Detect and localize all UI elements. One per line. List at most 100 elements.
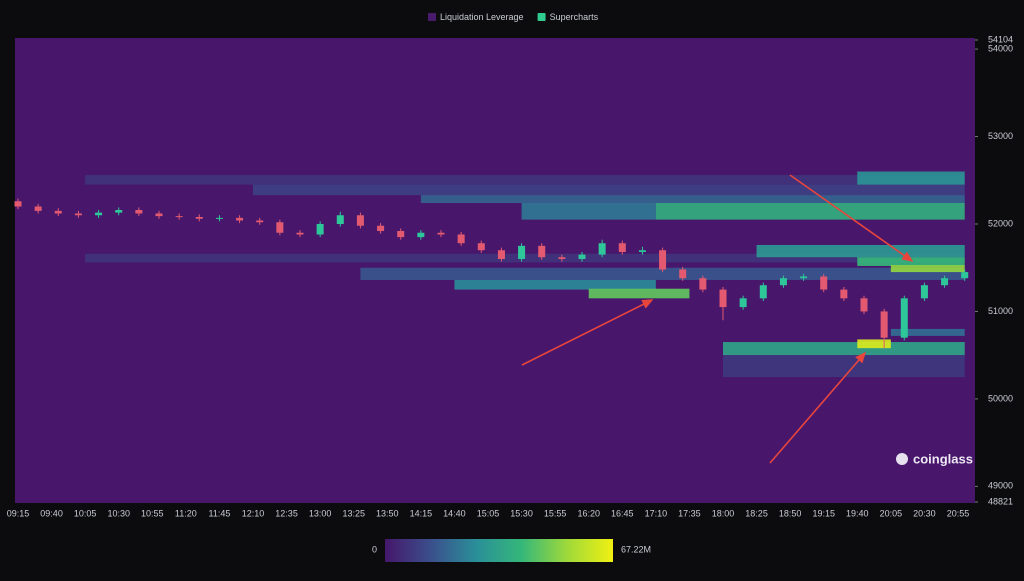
x-tick-label: 20:55 — [947, 508, 970, 518]
legend-swatch — [428, 13, 436, 21]
x-tick-label: 15:55 — [544, 508, 567, 518]
watermark-icon — [896, 453, 908, 465]
candle-body — [316, 223, 324, 235]
x-tick-label: 13:00 — [309, 508, 332, 518]
annotations — [521, 174, 914, 464]
candle-body — [699, 278, 707, 290]
candle-body — [840, 289, 848, 299]
candle-body — [759, 285, 767, 299]
arrow — [769, 351, 867, 464]
candle-body — [880, 311, 888, 338]
candle-body — [437, 232, 445, 235]
x-tick-label: 11:45 — [208, 508, 230, 518]
x-tick-label: 19:40 — [846, 508, 869, 518]
heat-cell — [420, 195, 965, 204]
candle-body — [497, 250, 505, 259]
y-tick-label: 54000 — [988, 43, 1013, 53]
x-tick-label: 13:50 — [376, 508, 399, 518]
candle-body — [860, 298, 868, 312]
legend-label: Supercharts — [550, 12, 599, 22]
heat-cell — [857, 339, 891, 349]
x-tick-label: 19:15 — [812, 508, 835, 518]
heat-cell — [588, 288, 690, 299]
candle-body — [74, 213, 82, 216]
heat-cell — [723, 355, 965, 378]
colorbar-label: 67.22M — [621, 544, 651, 554]
candle-body — [236, 217, 244, 221]
x-tick-label: 10:05 — [74, 508, 97, 518]
candle-body — [920, 285, 928, 299]
candle-body — [719, 289, 727, 308]
candle-body — [215, 217, 223, 219]
heat-cell — [521, 203, 656, 220]
candle-body — [900, 298, 908, 338]
x-tick-label: 17:35 — [678, 508, 701, 518]
x-tick-label: 12:35 — [275, 508, 298, 518]
x-tick-label: 12:10 — [242, 508, 265, 518]
candle-body — [800, 276, 808, 279]
candle-body — [477, 243, 485, 251]
candle-body — [618, 243, 626, 252]
candle-body — [34, 206, 42, 211]
colorbar — [385, 539, 613, 562]
candle-body — [276, 222, 284, 233]
watermark-text: coinglass — [913, 451, 973, 466]
candle-body — [296, 232, 304, 235]
y-tick-label: 51000 — [988, 306, 1013, 316]
x-tick-label: 14:15 — [410, 508, 433, 518]
candle-body — [377, 225, 385, 231]
candle-body — [195, 216, 203, 219]
candle-body — [941, 278, 949, 286]
candle-body — [457, 234, 465, 244]
x-tick-label: 10:30 — [107, 508, 130, 518]
candle-body — [95, 212, 103, 216]
candle-body — [115, 210, 123, 213]
candle-body — [256, 220, 264, 223]
y-tick-label: 49000 — [988, 481, 1013, 491]
heat-cell — [857, 257, 965, 266]
heat-cell — [360, 267, 965, 280]
x-tick-label: 11:20 — [175, 508, 197, 518]
candle-body — [558, 257, 566, 259]
candle-body — [820, 276, 828, 290]
x-tick-label: 13:25 — [342, 508, 365, 518]
heat-cell — [85, 175, 965, 185]
x-tick-label: 17:10 — [645, 508, 668, 518]
x-tick-label: 15:05 — [477, 508, 500, 518]
heat-cell — [253, 184, 965, 196]
candle-body — [135, 210, 143, 214]
x-tick-label: 10:55 — [141, 508, 164, 518]
heat-cell — [756, 244, 965, 258]
x-tick-label: 18:00 — [712, 508, 735, 518]
candle-body — [155, 213, 163, 217]
y-tick-label: 50000 — [988, 393, 1013, 403]
candle-body — [175, 216, 183, 218]
watermark: coinglass — [896, 451, 973, 466]
x-tick-label: 18:25 — [745, 508, 768, 518]
candle-body — [14, 201, 22, 207]
candle-body — [336, 215, 344, 224]
candle-body — [739, 298, 747, 308]
heat-cell — [454, 279, 656, 290]
x-tick-label: 20:05 — [880, 508, 903, 518]
x-tick-label: 09:40 — [40, 508, 63, 518]
candle-body — [538, 245, 546, 258]
candle-body — [518, 245, 526, 259]
x-tick-label: 16:45 — [611, 508, 634, 518]
heat-cell — [857, 171, 965, 185]
candle-body — [598, 243, 606, 255]
y-tick-label: 48821 — [988, 496, 1013, 506]
candle-body — [397, 230, 405, 238]
legend-label: Liquidation Leverage — [440, 12, 524, 22]
y-tick-label: 54104 — [988, 34, 1013, 44]
candle-body — [679, 269, 687, 279]
arrow — [521, 299, 654, 366]
candle-body — [779, 278, 787, 286]
colorbar-label: 0 — [372, 544, 377, 554]
x-tick-label: 15:30 — [510, 508, 533, 518]
candle-body — [578, 254, 586, 259]
y-tick-label: 52000 — [988, 218, 1013, 228]
candle-body — [417, 232, 425, 238]
heat-cell — [890, 328, 965, 336]
